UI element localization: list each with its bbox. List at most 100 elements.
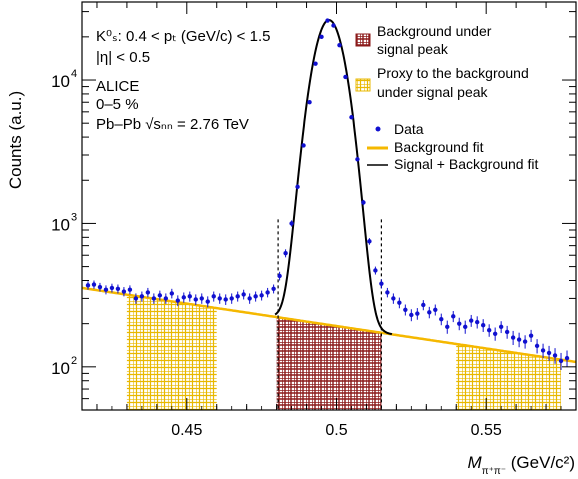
data-point bbox=[445, 320, 450, 334]
data-point bbox=[486, 324, 492, 337]
y-tick-exponent: 3 bbox=[71, 211, 77, 223]
data-point bbox=[403, 304, 408, 316]
data-point bbox=[469, 314, 474, 327]
data-point bbox=[235, 291, 240, 302]
plot-frame bbox=[81, 1, 577, 411]
info-line-4: 0–5 % bbox=[96, 96, 139, 113]
data-point bbox=[265, 287, 270, 298]
data-point bbox=[253, 291, 258, 302]
data-point bbox=[337, 42, 342, 48]
y-tick-label: 10 bbox=[51, 215, 70, 234]
data-point bbox=[546, 345, 552, 361]
data-point bbox=[217, 293, 222, 304]
data-point bbox=[564, 350, 570, 367]
data-point bbox=[91, 280, 97, 289]
y-tick-exponent: 2 bbox=[71, 355, 77, 367]
signal-region bbox=[276, 317, 382, 410]
data-point bbox=[558, 352, 564, 371]
data-point bbox=[439, 313, 444, 326]
x-tick-label: 0.55 bbox=[471, 422, 502, 439]
data-point bbox=[361, 199, 366, 206]
data-point bbox=[331, 23, 336, 28]
x-tick-label: 0.5 bbox=[325, 422, 347, 439]
data-point bbox=[498, 321, 504, 334]
data-point bbox=[139, 291, 145, 302]
info-line-5: Pb–Pb √sₙₙ = 2.76 TeV bbox=[96, 116, 249, 133]
data-point bbox=[391, 293, 396, 304]
legend-label-bg-fit: Background fit bbox=[394, 139, 484, 155]
data-point bbox=[480, 319, 486, 332]
data-point bbox=[181, 292, 186, 303]
data-point bbox=[145, 287, 151, 298]
data-point bbox=[151, 293, 157, 304]
legend: Background under signal peak Proxy to th… bbox=[355, 23, 538, 172]
y-tick-exponent: 4 bbox=[71, 68, 77, 80]
data-point bbox=[241, 289, 246, 300]
data-point bbox=[421, 300, 426, 311]
y-tick-label: 10 bbox=[51, 359, 70, 378]
data-point bbox=[349, 115, 354, 120]
data-point bbox=[415, 308, 420, 320]
data-point bbox=[367, 238, 372, 245]
data-point bbox=[199, 293, 204, 304]
data-point bbox=[319, 34, 324, 40]
data-point bbox=[229, 293, 234, 304]
legend-label-sig-bg-fit: Signal + Background fit bbox=[394, 156, 538, 172]
data-point bbox=[427, 306, 432, 319]
data-point bbox=[313, 61, 318, 66]
data-point bbox=[205, 296, 210, 308]
data-point bbox=[283, 249, 288, 258]
legend-label-bg-under-peak-2: signal peak bbox=[377, 41, 449, 57]
sideband-region-2 bbox=[456, 344, 562, 410]
y-tick-label: 10 bbox=[51, 72, 70, 91]
y-axis-title: Counts (a.u.) bbox=[6, 91, 25, 189]
signal-window-lines bbox=[277, 219, 382, 410]
data-point bbox=[534, 339, 540, 354]
shaded-regions bbox=[126, 294, 562, 410]
data-point bbox=[163, 293, 169, 304]
legend-swatch-signal-region bbox=[355, 33, 371, 47]
data-point bbox=[492, 327, 498, 341]
data-point bbox=[451, 311, 456, 323]
data-point bbox=[127, 285, 133, 295]
legend-label-proxy-2: under signal peak bbox=[377, 84, 489, 100]
legend-swatch-data bbox=[375, 126, 381, 132]
data-point bbox=[463, 320, 468, 334]
legend-label-proxy-1: Proxy to the background bbox=[377, 65, 529, 81]
data-point bbox=[475, 316, 480, 329]
data-point bbox=[115, 284, 121, 294]
data-point bbox=[271, 284, 276, 294]
data-point bbox=[295, 184, 300, 190]
data-point bbox=[211, 291, 216, 302]
data-point bbox=[552, 348, 558, 364]
data-point bbox=[277, 271, 282, 281]
data-point bbox=[433, 304, 438, 316]
sideband-region-1 bbox=[126, 294, 217, 410]
data-point bbox=[169, 288, 175, 299]
data-point bbox=[373, 266, 378, 275]
legend-label-data: Data bbox=[394, 121, 424, 137]
data-point bbox=[175, 295, 181, 307]
data-point bbox=[259, 290, 264, 301]
data-point bbox=[510, 330, 516, 345]
data-point bbox=[85, 281, 91, 290]
data-point bbox=[379, 279, 384, 289]
data-point bbox=[301, 143, 306, 148]
data-point bbox=[121, 287, 127, 297]
data-point bbox=[504, 325, 510, 339]
data-point bbox=[247, 293, 252, 304]
data-point bbox=[409, 309, 414, 322]
x-axis-ticks: 0.45 0.5 0.55 bbox=[81, 2, 577, 439]
data-point bbox=[325, 18, 330, 23]
data-point bbox=[385, 287, 390, 298]
data-point bbox=[223, 294, 228, 305]
info-line-2: |η| < 0.5 bbox=[96, 49, 150, 66]
data-point bbox=[289, 220, 294, 227]
data-point bbox=[193, 294, 198, 305]
x-tick-label: 0.45 bbox=[171, 422, 202, 439]
legend-swatch-sideband bbox=[355, 78, 371, 92]
data-point bbox=[307, 100, 312, 105]
data-point bbox=[522, 335, 528, 349]
